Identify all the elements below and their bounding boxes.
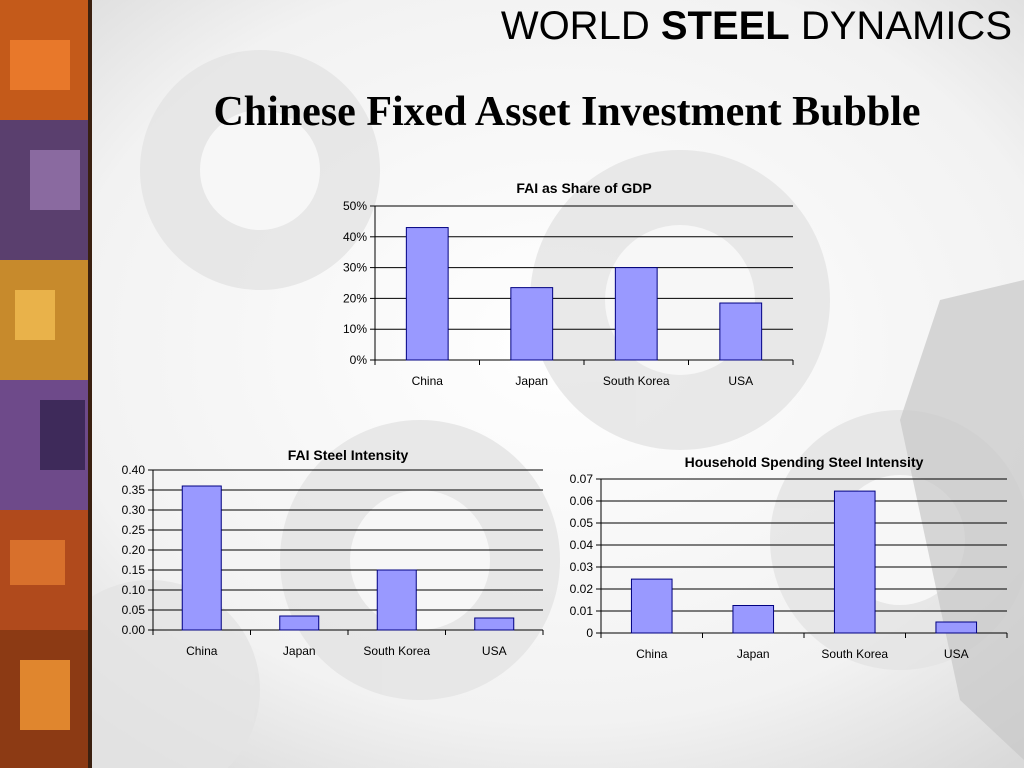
y-tick-label: 0.04 [570, 538, 594, 552]
bar-usa [935, 621, 978, 634]
chart-title: FAI Steel Intensity [288, 447, 409, 463]
brand-word-steel: STEEL [660, 4, 790, 48]
bar-china [181, 485, 222, 631]
y-tick-label: 0.40 [122, 463, 146, 477]
bar-china [405, 227, 449, 361]
y-tick-label: 0.02 [570, 582, 594, 596]
x-tick-label: USA [482, 644, 507, 658]
y-tick-label: 0.05 [122, 603, 146, 617]
y-tick-label: 0.35 [122, 483, 146, 497]
y-tick-label: 0% [350, 353, 368, 367]
chart-fai-steel-intensity: FAI Steel Intensity 0.00 0.05 0.10 0.15 0.20 0… [122, 447, 544, 658]
y-tick-label: 40% [343, 230, 367, 244]
bar-south-korea [833, 490, 876, 634]
y-tick-label: 0.06 [570, 494, 594, 508]
y-tick-label: 0.03 [570, 560, 594, 574]
bar-usa [474, 617, 515, 631]
bar-south-korea [614, 267, 658, 361]
x-tick-label: South Korea [363, 644, 430, 658]
y-tick-label: 0.07 [570, 472, 594, 486]
x-tick-label: USA [728, 374, 753, 388]
y-tick-label: 0.00 [122, 623, 146, 637]
y-tick-label: 0.01 [570, 604, 594, 618]
bar-japan [510, 287, 554, 361]
x-tick-label: Japan [737, 647, 770, 661]
y-tick-label: 0.05 [570, 516, 594, 530]
chart-title: Household Spending Steel Intensity [685, 454, 924, 470]
bar-china [630, 578, 673, 634]
y-tick-label: 0.10 [122, 583, 146, 597]
bar-japan [732, 605, 775, 634]
decorative-photo-strip [0, 0, 92, 768]
y-tick-label: 30% [343, 261, 367, 275]
x-tick-label: Japan [515, 374, 548, 388]
chart-title: FAI as Share of GDP [516, 180, 651, 196]
bar-south-korea [376, 569, 417, 631]
x-tick-label: USA [944, 647, 969, 661]
brand-word-dynamics: DYNAMICS [800, 4, 1012, 48]
y-tick-label: 10% [343, 322, 367, 336]
x-tick-label: China [412, 374, 444, 388]
y-tick-label: 0.25 [122, 523, 146, 537]
y-tick-label: 0 [586, 626, 593, 640]
chart-household-steel-intensity: Household Spending Steel Intensity 0 0.01 0… [570, 454, 1008, 661]
x-tick-label: China [636, 647, 668, 661]
x-tick-label: Japan [283, 644, 316, 658]
chart-fai-share-gdp: FAI as Share of GDP 0% 10% 20% 30% 40% 50% Chin… [343, 180, 794, 388]
x-tick-label: South Korea [603, 374, 670, 388]
slide-title: Chinese Fixed Asset Investment Bubble [213, 89, 921, 135]
brand-word-world: WORLD [500, 4, 650, 48]
x-tick-label: South Korea [821, 647, 888, 661]
y-tick-label: 20% [343, 291, 367, 305]
x-tick-label: China [186, 644, 218, 658]
brand-logo: WORLD STEEL DYNAMICS [501, 4, 1012, 49]
y-tick-label: 0.30 [122, 503, 146, 517]
y-tick-label: 0.20 [122, 543, 146, 557]
y-tick-label: 50% [343, 199, 367, 213]
bar-usa [719, 302, 763, 361]
bar-japan [279, 615, 320, 631]
y-tick-label: 0.15 [122, 563, 146, 577]
